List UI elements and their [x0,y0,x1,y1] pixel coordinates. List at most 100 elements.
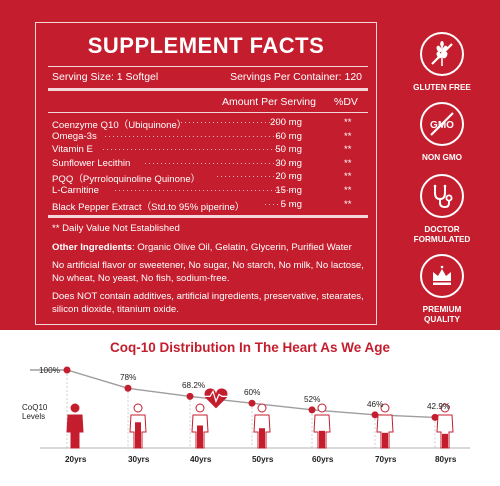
nutrient-name: PQQ（Pyrroloquinoline Quinone） [52,174,201,186]
badge-doctor-formulated: DOCTOR FORMULATED [384,174,500,245]
nutrient-dv: ** [344,157,352,169]
nutrient-dv: ** [344,184,352,196]
person-icon [376,403,394,449]
nutrient-name: L-Carnitine [52,184,99,196]
person-icon [191,403,209,449]
leader-dots: ········································… [104,130,288,141]
nutrient-dv: ** [344,171,352,183]
nutrient-row: PQQ（Pyrroloquinoline Quinone） ··········… [52,171,362,185]
data-label: 52% [304,394,321,404]
person-icon [313,403,331,449]
serving-size: Serving Size: 1 Softgel [52,71,159,83]
badge-column: GLUTEN FREE GMO NON GMO DOCTOR FORMULATE… [384,0,500,330]
x-tick-label: 60yrs [312,455,334,464]
person-icon [253,403,271,449]
nutrient-amount: 200 mg [270,117,302,128]
data-point [431,413,439,421]
wheat-crossed-icon [420,32,464,76]
x-tick-label: 20yrs [65,455,87,464]
facts-title: SUPPLEMENT FACTS [87,33,325,58]
other-ingredients-list: : Organic Olive Oil, Gelatin, Glycerin, … [131,241,352,253]
badge-label: GLUTEN FREE [413,83,471,92]
leader-dots: ········································… [180,117,288,127]
servings-per-container: Servings Per Container: 120 [230,71,362,83]
nutrient-row: Omega-3s ·······························… [52,131,362,145]
level-fill [197,425,203,448]
daily-value-note: ** Daily Value Not Established [52,223,180,234]
leader-dots: ········································… [102,144,286,155]
nutrient-name: Omega-3s [52,130,97,142]
leader-dots: ········································… [216,171,294,182]
data-point [371,411,379,419]
level-fill [442,433,448,448]
nutrient-row: Sunflower Lecithin ·····················… [52,158,362,172]
nutrient-name: Black Pepper Extract（Std.to 95% piperine… [52,201,245,213]
heart-icon [202,388,230,409]
nutrient-amount: 15 mg [275,184,302,196]
supplement-facts-panel [0,0,384,330]
data-label: 42.9% [427,402,451,412]
divider-thick [48,215,368,218]
crown-icon [420,254,464,298]
nutrient-amount: 30 mg [275,157,302,169]
x-tick-label: 40yrs [190,455,212,464]
nutrient-row: Black Pepper Extract（Std.to 95% piperine… [52,199,362,213]
footnotes: ** Daily Value Not Established Other Ing… [52,223,370,322]
not-contain-note: Does NOT contain additives, artificial i… [52,291,364,315]
badge-label: DOCTOR FORMULATED [413,225,471,244]
x-tick-label: 70yrs [375,455,397,464]
free-from-note: No artificial flavor or sweetener, No su… [52,260,364,284]
facts-border [35,22,377,325]
person-icon [436,403,454,449]
y-axis-label: CoQ10 Levels [22,403,48,421]
x-tick-label: 80yrs [435,455,457,464]
data-label: 78% [120,373,137,383]
divider [48,66,368,67]
other-ingredients-label: Other Ingredients [52,241,132,253]
badge-non-gmo: GMO NON GMO [384,102,500,163]
stethoscope-icon [420,174,464,218]
nutrient-list: Coenzyme Q10（Ubiquinone） ···············… [52,117,362,213]
level-fill [382,432,388,448]
leader-dots: ········································… [114,184,294,195]
nutrient-row: L-Carnitine ····························… [52,185,362,199]
nutrient-name: Coenzyme Q10（Ubiquinone） [52,120,187,131]
nutrient-row: Coenzyme Q10（Ubiquinone） ···············… [52,117,362,131]
level-fill [319,430,325,448]
x-tick-label: 30yrs [128,455,150,464]
person-icon [129,403,147,449]
nutrient-amount: 60 mg [275,130,302,142]
trend-line [30,369,436,419]
data-point [124,384,132,392]
data-point [63,366,71,374]
leader-dots: ········································… [144,157,294,168]
data-label: 68.2% [182,381,206,391]
data-point [308,406,316,414]
divider-thick [48,88,368,91]
leader-dots: ········· [264,198,296,209]
coq10-chart [30,366,470,449]
nutrient-amount: 50 mg [275,144,302,156]
amount-header: Amount Per Serving [222,96,316,108]
badge-label: NON GMO [421,153,463,162]
nutrient-name: Vitamin E [52,144,93,156]
level-fill [135,422,141,448]
badge-premium-quality: PREMIUM QUALITY [384,254,500,325]
data-label: 100% [39,366,60,375]
svg-text:GMO: GMO [430,120,454,131]
data-label: 46% [367,399,384,409]
badge-gluten-free: GLUTEN FREE [384,32,500,93]
nutrient-amount: 20 mg [275,171,302,183]
data-point [248,399,256,407]
nutrient-amount: 5 mg [280,198,302,210]
data-point [186,392,194,400]
dv-header: %DV [334,96,358,108]
nutrient-row: Vitamin E ······························… [52,144,362,158]
nutrient-dv: ** [344,117,352,128]
nutrient-dv: ** [344,198,352,210]
data-label: 60% [244,388,261,398]
nutrient-name: Sunflower Lecithin [52,157,131,169]
badge-label: PREMIUM QUALITY [422,305,462,324]
other-ingredients: Other Ingredients: Organic Olive Oil, Ge… [52,242,370,255]
x-tick-label: 50yrs [252,455,274,464]
